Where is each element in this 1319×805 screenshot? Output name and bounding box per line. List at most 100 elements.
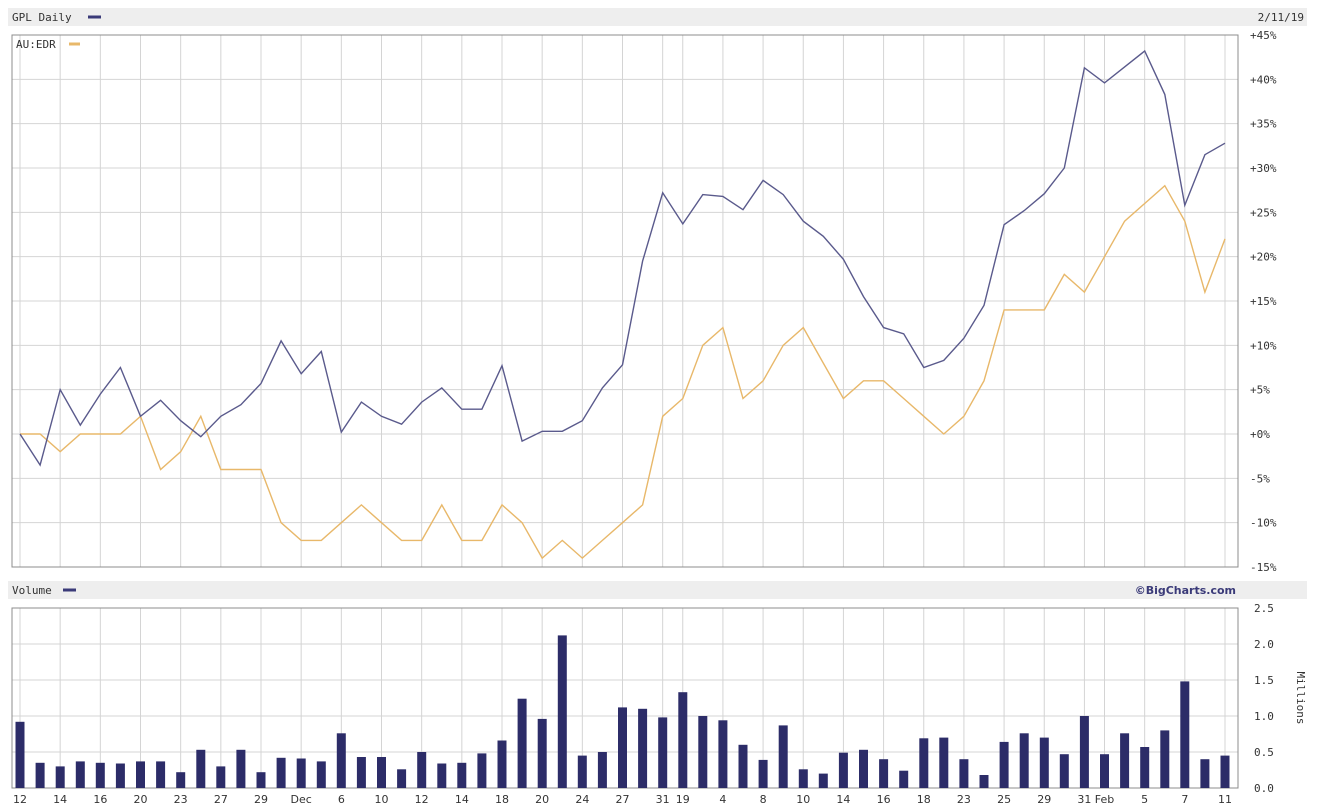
volume-bar	[1039, 737, 1049, 788]
volume-bar	[15, 721, 25, 788]
volume-bar	[758, 759, 768, 788]
volume-bar	[658, 717, 668, 788]
x-tick-label: 31	[1077, 793, 1091, 805]
volume-bar	[437, 763, 447, 788]
volume-bar	[919, 738, 929, 788]
volume-bar	[236, 749, 246, 788]
x-tick-label: 16	[93, 793, 107, 805]
x-tick-label: 25	[997, 793, 1011, 805]
x-tick-label: 20	[535, 793, 549, 805]
volume-bar	[678, 692, 688, 788]
x-tick-label: 23	[174, 793, 188, 805]
volume-bar	[1059, 754, 1069, 788]
price-y-axis: +45% +40% +35% +30% +25% +20% +15% +10% +5% +0% -5…	[1250, 29, 1277, 574]
x-tick-label: 12	[415, 793, 429, 805]
chart-date: 2/11/19	[1258, 11, 1304, 24]
volume-bar	[457, 762, 467, 788]
volume-bar	[899, 770, 909, 788]
volume-bar	[1180, 681, 1190, 788]
price-y-tick-label: +40%	[1250, 73, 1277, 86]
x-tick-label: 14	[53, 793, 67, 805]
volume-label: Volume	[12, 584, 52, 597]
price-panel-frame	[11, 34, 1239, 568]
price-y-tick-label: -10%	[1250, 517, 1277, 530]
x-tick-label: 18	[917, 793, 931, 805]
x-tick-label: 10	[796, 793, 810, 805]
price-y-tick-label: +15%	[1250, 295, 1277, 308]
volume-bar	[256, 772, 266, 788]
volume-bar	[1120, 733, 1130, 788]
x-tick-label: 7	[1181, 793, 1188, 805]
x-tick-label: 24	[575, 793, 589, 805]
volume-bar	[276, 757, 286, 788]
volume-bar	[75, 761, 85, 788]
price-y-tick-label: +45%	[1250, 29, 1277, 42]
volume-bar	[95, 762, 105, 788]
x-tick-label: 10	[375, 793, 389, 805]
volume-bar	[115, 763, 125, 788]
volume-bar	[577, 755, 587, 788]
volume-bar	[356, 757, 366, 788]
compare-label: AU:EDR	[16, 38, 56, 51]
price-y-tick-label: +30%	[1250, 162, 1277, 175]
x-tick-label: 29	[1037, 793, 1051, 805]
price-grid	[12, 34, 1238, 568]
volume-bar	[397, 769, 407, 788]
volume-bar	[176, 772, 186, 788]
x-tick-label: 19	[676, 793, 690, 805]
volume-bars	[15, 635, 1230, 788]
x-tick-label: 14	[455, 793, 469, 805]
x-tick-label: 5	[1141, 793, 1148, 805]
volume-bar	[838, 752, 848, 788]
x-tick-label: 11	[1218, 793, 1232, 805]
volume-y-tick-label: 0.5	[1254, 746, 1274, 759]
volume-bar	[156, 761, 166, 788]
volume-bar	[618, 707, 627, 788]
volume-header-band	[8, 581, 1307, 599]
volume-bar	[1100, 754, 1109, 788]
volume-bar	[216, 766, 226, 788]
volume-bar	[1200, 759, 1210, 788]
volume-bar	[859, 749, 868, 788]
volume-bar	[316, 761, 326, 788]
x-tick-label: 27	[214, 793, 228, 805]
x-tick-label: 23	[957, 793, 971, 805]
volume-bar	[336, 733, 346, 788]
volume-bar	[1220, 755, 1230, 788]
volume-bar	[979, 775, 989, 788]
volume-bar	[377, 757, 386, 788]
volume-bar	[517, 698, 527, 788]
volume-bar	[638, 708, 648, 788]
volume-y-axis: 2.5 2.0 1.5 1.0 0.5 0.0	[1254, 602, 1274, 795]
x-tick-label: 31	[656, 793, 670, 805]
volume-bar	[1140, 747, 1150, 788]
volume-bar	[35, 762, 45, 788]
volume-y-tick-label: 1.5	[1254, 674, 1274, 687]
price-y-tick-label: +0%	[1250, 428, 1270, 441]
volume-bar	[417, 752, 427, 788]
series-line-gpl-daily	[19, 49, 1226, 467]
volume-bar	[1079, 716, 1089, 788]
volume-y-tick-label: 0.0	[1254, 782, 1274, 795]
price-y-tick-label: +10%	[1250, 339, 1277, 352]
price-y-tick-label: -15%	[1250, 561, 1277, 574]
price-y-tick-label: +35%	[1250, 118, 1277, 131]
series-line-au-edr	[20, 184, 1226, 560]
volume-bar	[698, 716, 708, 788]
volume-bar	[597, 752, 607, 788]
volume-y-tick-label: 2.5	[1254, 602, 1274, 615]
volume-bar	[136, 761, 145, 788]
volume-bar	[778, 725, 788, 788]
price-y-tick-label: +25%	[1250, 206, 1277, 219]
x-tick-label: 8	[760, 793, 767, 805]
volume-bar	[718, 720, 728, 788]
x-tick-label: 14	[836, 793, 850, 805]
volume-bar	[1019, 733, 1029, 788]
volume-bar	[818, 773, 828, 788]
volume-bar	[798, 769, 808, 788]
volume-y-tick-label: 2.0	[1254, 638, 1274, 651]
copyright-label: ©BigCharts.com	[1135, 584, 1236, 597]
price-y-tick-label: +20%	[1250, 251, 1277, 264]
volume-bar	[1160, 730, 1170, 788]
x-tick-label: 16	[877, 793, 891, 805]
